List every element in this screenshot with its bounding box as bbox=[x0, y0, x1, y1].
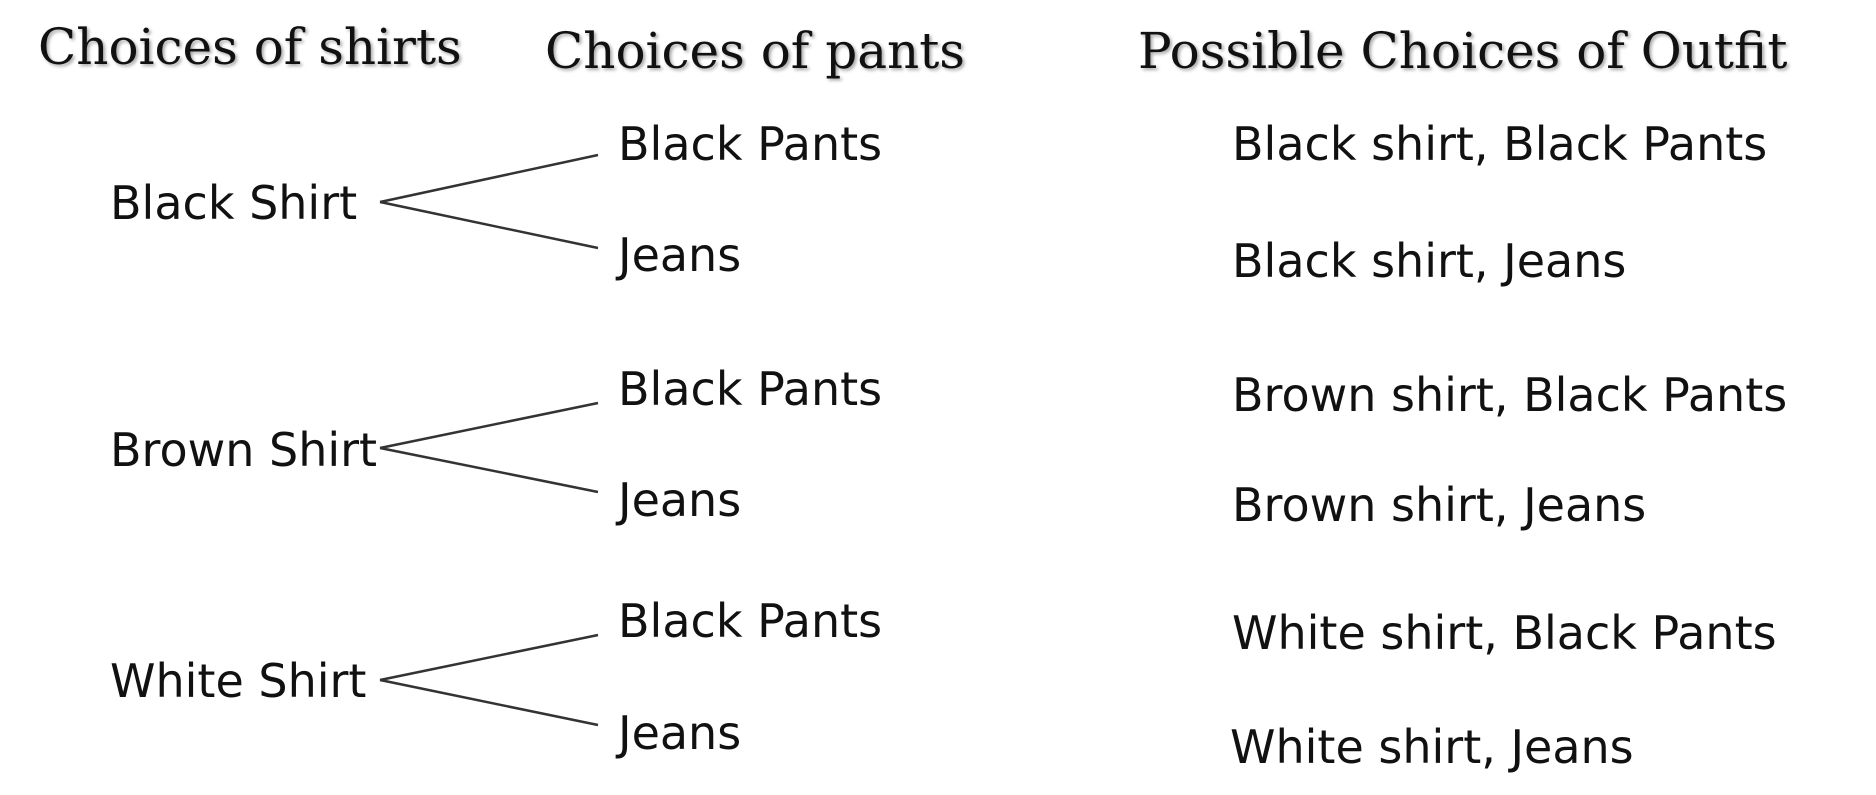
outfit-item: Black shirt, Black Pants bbox=[1232, 117, 1768, 171]
shirt-label-black: Black Shirt bbox=[110, 176, 358, 230]
branch-line bbox=[379, 446, 599, 494]
outfit-item: White shirt, Black Pants bbox=[1232, 606, 1777, 660]
pants-label: Black Pants bbox=[618, 117, 883, 171]
header-choices-of-pants: Choices of pants bbox=[545, 22, 965, 80]
branch-line bbox=[379, 401, 599, 450]
outfit-item: White shirt, Jeans bbox=[1230, 720, 1634, 774]
branch-line bbox=[379, 633, 599, 682]
pants-label: Jeans bbox=[618, 706, 742, 760]
branch-line bbox=[379, 153, 599, 204]
pants-label: Jeans bbox=[618, 473, 742, 527]
header-choices-of-shirts: Choices of shirts bbox=[38, 18, 462, 76]
shirt-label-brown: Brown Shirt bbox=[110, 423, 378, 477]
outfit-item: Black shirt, Jeans bbox=[1232, 234, 1627, 288]
header-possible-outfits: Possible Choices of Outfit bbox=[1138, 22, 1788, 80]
pants-label: Black Pants bbox=[618, 594, 883, 648]
pants-label: Jeans bbox=[618, 228, 742, 282]
branch-line bbox=[379, 678, 599, 727]
pants-label: Black Pants bbox=[618, 362, 883, 416]
outfit-item: Brown shirt, Black Pants bbox=[1232, 368, 1788, 422]
branch-line bbox=[379, 200, 599, 250]
shirt-label-white: White Shirt bbox=[110, 654, 367, 708]
outfit-item: Brown shirt, Jeans bbox=[1232, 478, 1647, 532]
